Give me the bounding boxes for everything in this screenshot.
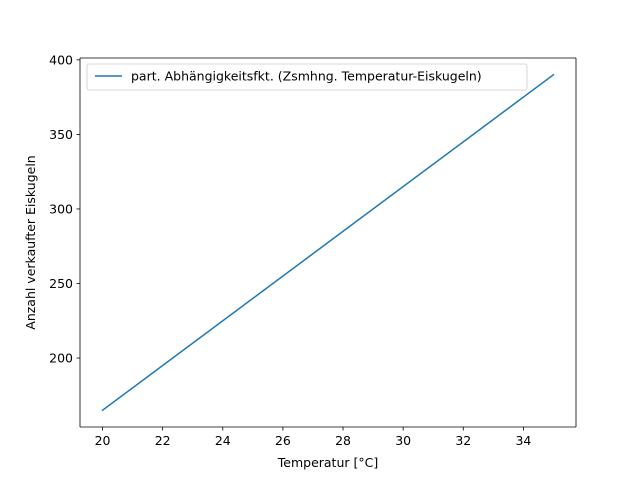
- legend: part. Abhängigkeitsfkt. (Zsmhng. Tempera…: [86, 63, 528, 91]
- series-layer: [101, 73, 555, 412]
- series-line: [101, 73, 555, 412]
- y-tick-label: 300: [49, 201, 73, 216]
- x-tick-label: 34: [515, 433, 531, 448]
- x-tick-label: 20: [95, 433, 111, 448]
- x-tick-label: 30: [395, 433, 411, 448]
- legend-box: [86, 63, 528, 91]
- legend-label: part. Abhängigkeitsfkt. (Zsmhng. Tempera…: [131, 69, 482, 84]
- y-tick-label: 350: [49, 127, 73, 142]
- y-tick-label: 400: [49, 52, 73, 67]
- x-axis-ticks: 20 22 24 26 28 30 32 34: [95, 427, 531, 448]
- x-tick-label: 22: [155, 433, 171, 448]
- x-tick-label: 26: [275, 433, 291, 448]
- y-tick-label: 250: [49, 276, 73, 291]
- x-tick-label: 32: [455, 433, 471, 448]
- axes-frame: [79, 57, 577, 428]
- y-axis-label: Anzahl verkaufter Eiskugeln: [23, 155, 38, 329]
- y-tick-label: 200: [49, 351, 73, 366]
- x-axis-label: Temperatur [°C]: [277, 455, 378, 470]
- y-axis-ticks: 200 250 300 350 400: [49, 52, 80, 366]
- x-tick-label: 24: [215, 433, 231, 448]
- x-tick-label: 28: [335, 433, 351, 448]
